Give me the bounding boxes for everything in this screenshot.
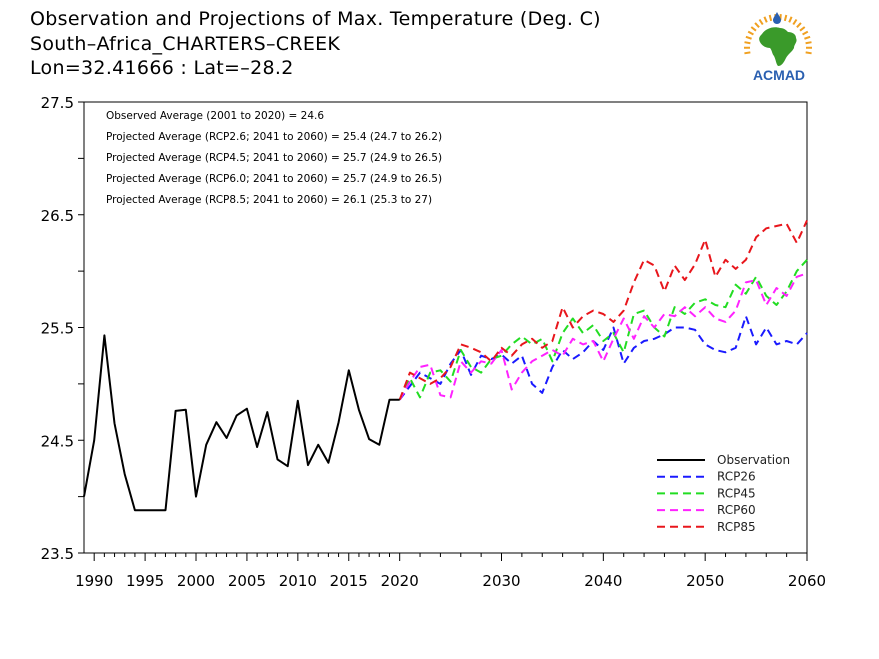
sun-ray bbox=[792, 18, 798, 26]
annotation-text: Observed Average (2001 to 2020) = 24.6 bbox=[106, 110, 324, 122]
annotation-text: Projected Average (RCP4.5; 2041 to 2060)… bbox=[106, 152, 442, 164]
sun-ray bbox=[758, 18, 764, 26]
chart-subtitle-location: South–Africa_CHARTERS–CREEK bbox=[30, 33, 341, 55]
sun-ray bbox=[783, 14, 788, 22]
acmad-logo: ACMAD bbox=[736, 8, 822, 84]
y-tick-label: 24.5 bbox=[41, 432, 74, 450]
y-tick-label: 25.5 bbox=[41, 320, 74, 338]
sun-ray bbox=[802, 30, 809, 36]
x-tick-label: 1995 bbox=[126, 572, 164, 590]
sun-ray bbox=[747, 30, 754, 36]
x-tick-label: 2040 bbox=[584, 572, 622, 590]
series-line-rcp85 bbox=[398, 219, 808, 401]
sun-ray bbox=[805, 41, 812, 45]
sun-ray bbox=[745, 35, 752, 40]
sun-ray bbox=[768, 14, 773, 22]
x-axis: 1990 1995 2000 2005 2010 2015 2020 2030 2040 2050… bbox=[75, 553, 826, 590]
x-tick-label: 2005 bbox=[228, 572, 266, 590]
sun-rays-icon bbox=[743, 14, 813, 55]
legend-label: RCP26 bbox=[717, 470, 756, 484]
series-line-rcp60 bbox=[398, 272, 808, 401]
x-tick-label: 1990 bbox=[75, 572, 113, 590]
annotation-text: Projected Average (RCP6.0; 2041 to 2060)… bbox=[106, 173, 442, 185]
legend-label: Observation bbox=[717, 453, 790, 467]
sun-ray bbox=[788, 16, 793, 23]
sun-ray bbox=[799, 26, 806, 32]
sun-ray bbox=[744, 51, 751, 55]
sun-ray bbox=[796, 22, 802, 29]
series-line-rcp45 bbox=[398, 259, 808, 401]
x-tick-label: 2020 bbox=[381, 572, 419, 590]
y-tick-label: 23.5 bbox=[41, 545, 74, 563]
legend-label: RCP45 bbox=[717, 486, 756, 500]
annotation-text: Projected Average (RCP8.5; 2041 to 2060)… bbox=[106, 194, 432, 206]
x-tick-label: 2010 bbox=[279, 572, 317, 590]
chart-title: Observation and Projections of Max. Temp… bbox=[30, 8, 601, 30]
sun-ray bbox=[805, 51, 812, 55]
chart-subtitle-coordinates: Lon=32.41666 : Lat=–28.2 bbox=[30, 57, 294, 79]
sun-ray bbox=[744, 41, 751, 45]
africa-map-logo-icon: ACMAD bbox=[743, 12, 813, 83]
sun-ray bbox=[804, 35, 811, 40]
africa-continent-icon bbox=[759, 27, 797, 66]
series-layer bbox=[83, 219, 808, 512]
x-tick-label: 2015 bbox=[330, 572, 368, 590]
y-axis: 23.5 24.5 25.5 26.5 27.5 bbox=[41, 94, 84, 563]
water-drop-icon bbox=[773, 12, 781, 24]
sun-ray bbox=[750, 26, 757, 32]
x-tick-label: 2030 bbox=[482, 572, 520, 590]
legend-label: RCP60 bbox=[717, 503, 756, 517]
legend: Observation RCP26 RCP45 RCP60 RCP85 bbox=[657, 453, 790, 534]
annotation-text: Projected Average (RCP2.6; 2041 to 2060)… bbox=[106, 131, 442, 143]
series-line-rcp26 bbox=[398, 315, 808, 401]
legend-label: RCP85 bbox=[717, 520, 756, 534]
sun-ray bbox=[763, 16, 768, 23]
plot-frame bbox=[83, 101, 808, 554]
y-tick-label: 26.5 bbox=[41, 207, 74, 225]
sun-ray bbox=[754, 22, 760, 29]
x-tick-label: 2060 bbox=[788, 572, 826, 590]
series-line-observation bbox=[83, 334, 400, 512]
acmad-logo-text: ACMAD bbox=[753, 67, 805, 83]
x-tick-label: 2000 bbox=[177, 572, 215, 590]
annotation-layer: Observed Average (2001 to 2020) = 24.6 Pr… bbox=[106, 110, 442, 206]
x-tick-label: 2050 bbox=[686, 572, 724, 590]
y-tick-label: 27.5 bbox=[41, 94, 74, 112]
